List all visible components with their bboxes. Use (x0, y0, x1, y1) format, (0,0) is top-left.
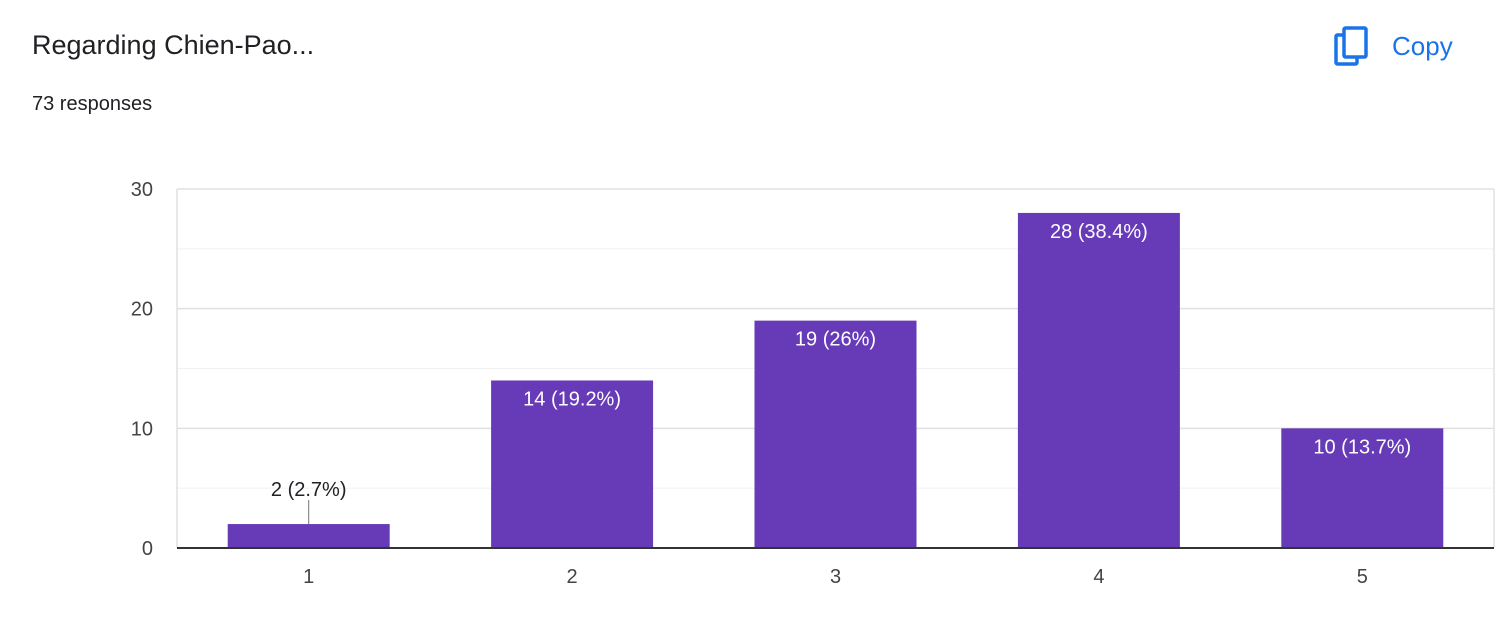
response-count: 73 responses (32, 93, 153, 115)
x-tick-label: 5 (1357, 566, 1368, 588)
y-tick-label: 0 (142, 538, 153, 560)
bar (227, 524, 390, 548)
y-tick-label: 10 (131, 418, 153, 440)
x-tick-label: 1 (303, 566, 314, 588)
x-tick-label: 4 (1093, 566, 1104, 588)
data-label: 19 (26%) (795, 329, 876, 351)
bar (491, 380, 654, 548)
data-label: 14 (19.2%) (523, 388, 621, 410)
data-label: 2 (2.7%) (271, 479, 347, 501)
x-tick-label: 2 (567, 566, 578, 588)
copy-button[interactable]: Copy (1322, 20, 1465, 72)
y-tick-label: 30 (131, 179, 153, 201)
chart-title: Regarding Chien-Pao... (32, 30, 315, 60)
x-tick-label: 3 (830, 566, 841, 588)
data-label: 10 (13.7%) (1313, 436, 1411, 458)
copy-icon (1334, 26, 1368, 66)
bar (1281, 428, 1444, 548)
copy-button-label: Copy (1392, 30, 1453, 61)
y-tick-label: 20 (131, 299, 153, 321)
data-label: 28 (38.4%) (1050, 221, 1148, 243)
bar (1017, 212, 1180, 548)
bar (754, 320, 917, 548)
